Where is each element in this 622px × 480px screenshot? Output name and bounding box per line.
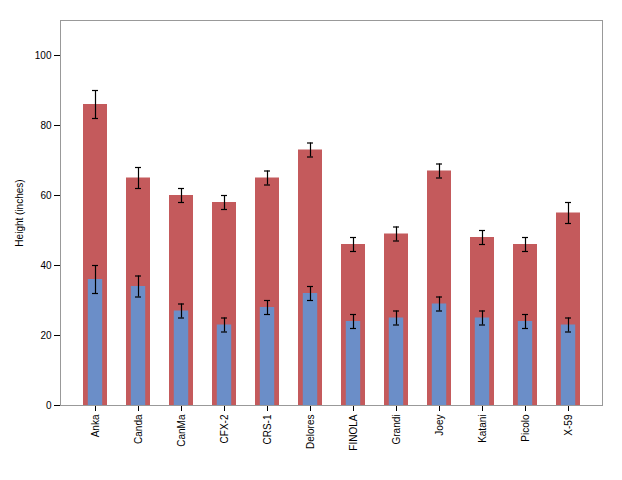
svg-text:Anka: Anka xyxy=(90,414,101,437)
svg-text:Canda: Canda xyxy=(133,414,144,444)
svg-text:100: 100 xyxy=(35,50,52,61)
svg-text:Delores: Delores xyxy=(305,415,316,449)
svg-text:0: 0 xyxy=(46,400,52,411)
svg-text:Height (inches): Height (inches) xyxy=(14,179,25,246)
svg-text:CFX-2: CFX-2 xyxy=(219,414,230,443)
svg-text:60: 60 xyxy=(40,190,52,201)
svg-text:Picolo: Picolo xyxy=(520,414,531,442)
svg-text:Grandi: Grandi xyxy=(391,415,402,445)
svg-text:Joey: Joey xyxy=(434,415,445,436)
svg-text:CanMa: CanMa xyxy=(176,414,187,447)
svg-text:FINOLA: FINOLA xyxy=(348,414,359,450)
svg-text:CRS-1: CRS-1 xyxy=(262,414,273,444)
svg-text:X-59: X-59 xyxy=(563,414,574,436)
svg-text:80: 80 xyxy=(40,120,52,131)
svg-text:Katani: Katani xyxy=(477,415,488,443)
svg-text:40: 40 xyxy=(40,260,52,271)
svg-text:20: 20 xyxy=(40,330,52,341)
